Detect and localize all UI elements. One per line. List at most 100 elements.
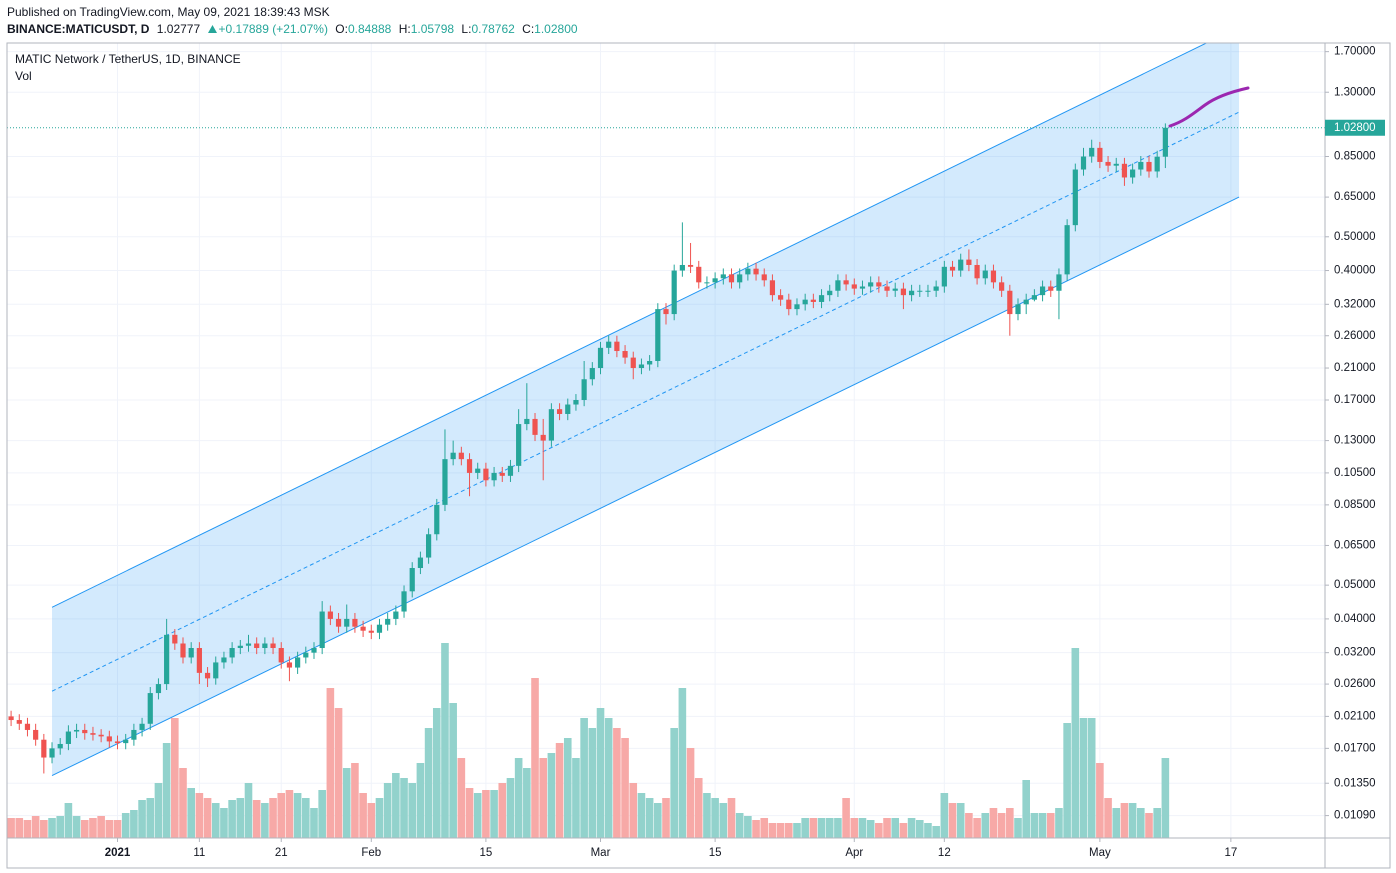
volume-bar: [776, 823, 785, 838]
candle-body: [876, 282, 882, 287]
volume-bar: [400, 778, 408, 838]
candle-body: [818, 295, 825, 302]
candle-body: [540, 434, 546, 441]
candle-body: [638, 364, 645, 369]
y-tick-label: 0.40000: [1334, 265, 1376, 277]
candle-body: [458, 452, 464, 460]
candle-body: [278, 648, 284, 663]
volume-bar: [89, 818, 97, 838]
volume-bar: [31, 816, 40, 838]
candle-body: [606, 341, 612, 348]
candle-body: [1097, 147, 1103, 162]
candle-body: [16, 720, 22, 724]
volume-bar: [1071, 648, 1080, 838]
candle-body: [499, 472, 505, 476]
volume-bar: [179, 768, 187, 838]
volume-bar: [891, 818, 900, 838]
candle-body: [1162, 127, 1168, 157]
candle-body: [237, 645, 243, 649]
candle-body: [335, 618, 342, 627]
candle-body: [24, 723, 31, 730]
candle-body: [114, 741, 121, 744]
candle-body: [1056, 274, 1062, 291]
volume-bar: [719, 803, 728, 838]
volume-bar: [572, 758, 580, 838]
volume-bar: [416, 763, 425, 838]
volume-bar: [334, 708, 343, 838]
x-tick-label: 11: [193, 847, 205, 859]
volume-bar: [1161, 758, 1170, 838]
candle-body: [737, 274, 743, 283]
volume-bar: [392, 773, 400, 838]
last-price-label: 1.02800: [1334, 122, 1376, 134]
candle-body: [254, 643, 260, 649]
y-tick-label: 0.85000: [1334, 151, 1376, 163]
volume-bar: [97, 816, 105, 838]
candle-body: [614, 341, 620, 352]
volume-bar: [326, 688, 335, 838]
y-tick-label: 0.17000: [1334, 394, 1376, 406]
ohlc-value: 1.05798: [410, 22, 455, 36]
candle-body: [1121, 163, 1128, 178]
candle-body: [769, 280, 776, 296]
candle-body: [802, 299, 808, 305]
volume-bar: [784, 823, 793, 838]
candle-body: [483, 468, 489, 481]
candle-body: [475, 468, 481, 473]
volume-bar: [883, 818, 891, 838]
volume-bar: [1006, 808, 1014, 838]
candle-body: [573, 400, 579, 405]
volume-bar: [211, 803, 220, 838]
volume-bar: [310, 808, 318, 838]
candle-body: [507, 465, 514, 476]
candle-body: [1023, 299, 1029, 305]
candle-body: [196, 648, 202, 673]
volume-bar: [703, 793, 711, 838]
volume-bar: [162, 743, 171, 838]
candle-body: [164, 634, 170, 685]
candle-body: [327, 611, 333, 619]
volume-bar: [1055, 808, 1063, 838]
volume-bar: [752, 820, 760, 838]
last-price-box: [1325, 119, 1385, 136]
volume-bar: [1030, 813, 1039, 838]
volume-bar: [686, 748, 695, 838]
candle-body: [425, 534, 432, 558]
volume-bar: [506, 778, 515, 838]
candle-body: [1064, 225, 1070, 275]
volume-bar: [613, 728, 621, 838]
candle-body: [925, 290, 931, 292]
candle-body: [859, 286, 866, 289]
ohlc-value: 0.78762: [471, 22, 515, 36]
candle-body: [622, 351, 628, 358]
volume-bar: [383, 783, 392, 838]
volume-bar: [48, 818, 56, 838]
volume-bar: [547, 753, 556, 838]
y-tick-label: 0.02600: [1334, 678, 1376, 690]
candle-body: [229, 648, 235, 658]
volume-bar: [850, 818, 859, 838]
candle-body: [728, 274, 735, 283]
volume-bar: [563, 738, 572, 838]
candle-body: [311, 648, 317, 653]
x-tick-label: 15: [480, 847, 493, 859]
candle-body: [41, 739, 47, 758]
candle-body: [368, 630, 374, 633]
volume-bar: [629, 783, 638, 838]
volume-bar: [1014, 818, 1022, 838]
candle-body: [974, 264, 980, 279]
volume-bar: [7, 818, 15, 838]
volume-bar: [940, 793, 949, 838]
y-tick-label: 0.01700: [1334, 742, 1376, 754]
channel-lower: [51, 196, 1240, 777]
candle-body: [180, 643, 186, 658]
volume-bar: [588, 728, 597, 838]
candle-body: [900, 288, 907, 296]
volume-bar: [1038, 813, 1047, 838]
y-tick-label: 0.05000: [1334, 579, 1376, 591]
published: Published on TradingView.com, May 09, 20…: [7, 5, 330, 19]
candle-body: [466, 459, 473, 473]
channel-upper: [51, 43, 1208, 608]
volume-bar: [220, 808, 228, 838]
volume-bar: [449, 703, 457, 838]
